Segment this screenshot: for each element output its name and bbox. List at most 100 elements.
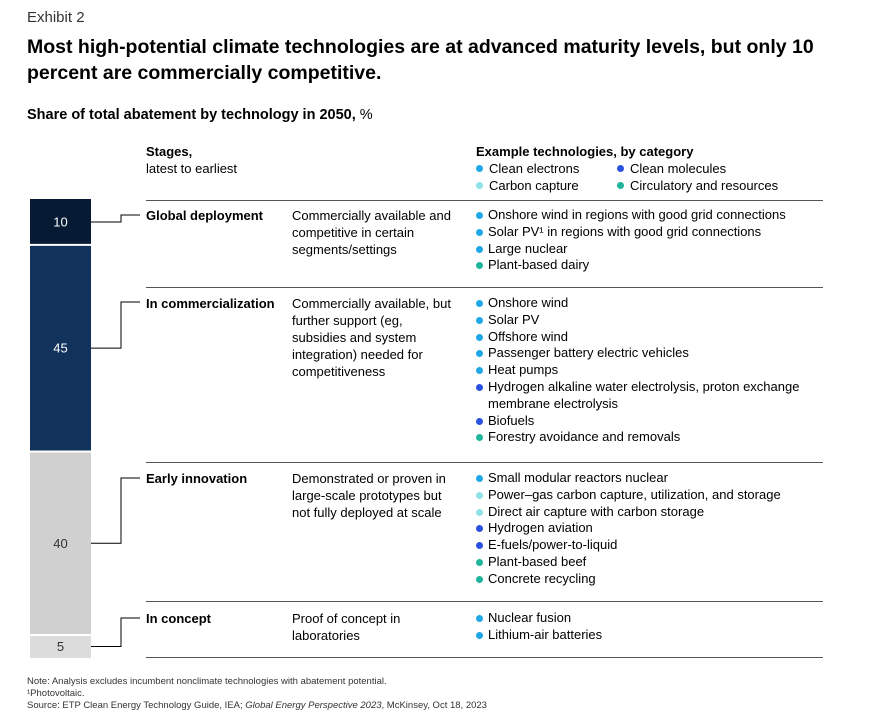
stages-header-title: Stages, (146, 144, 193, 159)
technology-label: Onshore wind in regions with good grid c… (488, 207, 786, 222)
stages-header: Stages, latest to earliest (146, 143, 237, 177)
technology-label: Concrete recycling (488, 570, 596, 586)
separator-line (146, 200, 823, 201)
technology-item: Lithium-air batteries (476, 627, 821, 644)
technology-label: E-fuels/power-to-liquid (488, 537, 618, 553)
dot-icon (476, 417, 483, 425)
connector-line (91, 617, 140, 648)
subtitle-text: Share of total abatement by technology i… (27, 107, 356, 123)
stage-name-in-commercialization: In commercialization (146, 296, 275, 311)
connector-line (91, 214, 140, 223)
dot-icon (476, 542, 483, 550)
dot-icon (476, 300, 483, 307)
technology-label: Solar PV (488, 311, 540, 327)
dot-icon (476, 316, 483, 324)
technology-item: Small modular reactors nuclear (476, 470, 821, 487)
dot-icon (476, 475, 483, 482)
bar-value-label: 45 (53, 341, 67, 356)
technology-item: Onshore wind in regions with good grid c… (476, 207, 821, 224)
dot-icon (476, 350, 483, 358)
dot-icon (476, 508, 483, 516)
separator-line (146, 657, 823, 658)
legend-item-clean-electrons: Clean electrons (476, 160, 579, 177)
legend-label: Clean molecules (630, 161, 727, 176)
dot-icon (476, 165, 483, 172)
chart-title: Most high-potential climate technologies… (27, 36, 814, 84)
stage-description: Proof of concept in laboratories (292, 611, 401, 643)
source-text-end: , McKinsey, Oct 18, 2023 (381, 700, 487, 711)
bar-segment-global-deployment (30, 199, 91, 245)
technology-label: Offshore wind (488, 328, 568, 344)
footnote-pv: ¹Photovoltaic. (27, 688, 85, 699)
technology-item: Offshore wind (476, 329, 821, 346)
technology-list: Small modular reactors nuclear Power–gas … (476, 470, 821, 588)
dot-icon (476, 615, 483, 622)
technology-label: Passenger battery electric vehicles (488, 345, 689, 361)
technology-label: Solar PV¹ in regions with good grid conn… (488, 223, 762, 239)
bar-value-label: 5 (57, 639, 64, 654)
dot-icon (617, 182, 624, 189)
technology-label: Lithium-air batteries (488, 626, 603, 642)
technology-label: Hydrogen alkaline water electrolysis, pr… (488, 378, 800, 411)
technology-label: Forestry avoidance and removals (488, 429, 681, 445)
technology-list: Nuclear fusion Lithium-air batteries (476, 610, 821, 644)
technology-item: Solar PV (476, 312, 821, 329)
stage-description: Commercially available, but further supp… (292, 296, 451, 379)
technology-label: Heat pumps (488, 362, 559, 378)
dot-icon (476, 575, 483, 583)
footnote-source: Source: ETP Clean Energy Technology Guid… (27, 700, 487, 712)
stages-header-sub: latest to earliest (146, 161, 238, 176)
separator-line (146, 601, 823, 602)
exhibit-label: Exhibit 2 (27, 9, 85, 26)
legend-item-clean-molecules: Clean molecules (617, 160, 726, 177)
technology-item: Heat pumps (476, 362, 821, 379)
chart-subtitle: Share of total abatement by technology i… (27, 107, 373, 123)
technology-label: Nuclear fusion (488, 610, 572, 625)
dot-icon (476, 212, 483, 219)
technology-item: Forestry avoidance and removals (476, 429, 821, 446)
technology-label: Plant-based dairy (488, 257, 590, 273)
technology-label: Power–gas carbon capture, utilization, a… (488, 486, 781, 502)
connector-line (91, 301, 140, 349)
stage-name-early-innovation: Early innovation (146, 471, 248, 486)
technology-item: Nuclear fusion (476, 610, 821, 627)
technology-label: Hydrogen aviation (488, 520, 593, 536)
technology-item: Solar PV¹ in regions with good grid conn… (476, 224, 821, 241)
legend-item-circulatory: Circulatory and resources (617, 177, 778, 194)
dot-icon (476, 182, 483, 189)
bar-value-label: 40 (53, 536, 67, 551)
dot-icon (476, 434, 483, 442)
bar-value-label: 10 (53, 214, 67, 229)
separator-line (146, 462, 823, 463)
technology-item: Power–gas carbon capture, utilization, a… (476, 487, 821, 504)
dot-icon (476, 262, 483, 270)
subtitle-unit: % (359, 107, 373, 123)
technologies-header: Example technologies, by category (476, 143, 693, 160)
source-text: Source: ETP Clean Energy Technology Guid… (27, 700, 243, 711)
technology-item: Onshore wind (476, 295, 821, 312)
source-italic: Global Energy Perspective 2023 (245, 700, 382, 711)
technology-item: Passenger battery electric vehicles (476, 345, 821, 362)
dot-icon (617, 165, 624, 172)
technology-label: Onshore wind (488, 295, 569, 310)
technologies-header-title: Example technologies, by category (476, 144, 694, 159)
connector-line (91, 477, 140, 544)
technology-list: Onshore wind Solar PV Offshore wind Passeng… (476, 295, 821, 446)
technology-label: Plant-based beef (488, 553, 587, 569)
technology-item: Plant-based beef (476, 554, 821, 571)
dot-icon (476, 367, 483, 375)
technology-label: Large nuclear (488, 240, 568, 256)
technology-item: Direct air capture with carbon storage (476, 504, 821, 521)
technology-item: Hydrogen aviation (476, 520, 821, 537)
stage-name-in-concept: In concept (146, 611, 212, 626)
stage-name-global-deployment: Global deployment (146, 208, 264, 223)
separator-line (146, 287, 823, 288)
bar-segment-in-concept (30, 635, 91, 658)
dot-icon (476, 525, 483, 533)
technology-item: Hydrogen alkaline water electrolysis, pr… (476, 379, 821, 413)
footnotes: Note: Analysis excludes incumbent noncli… (27, 676, 487, 712)
dot-icon (476, 491, 483, 499)
legend-label: Clean electrons (489, 161, 580, 176)
technology-item: Large nuclear (476, 241, 821, 258)
